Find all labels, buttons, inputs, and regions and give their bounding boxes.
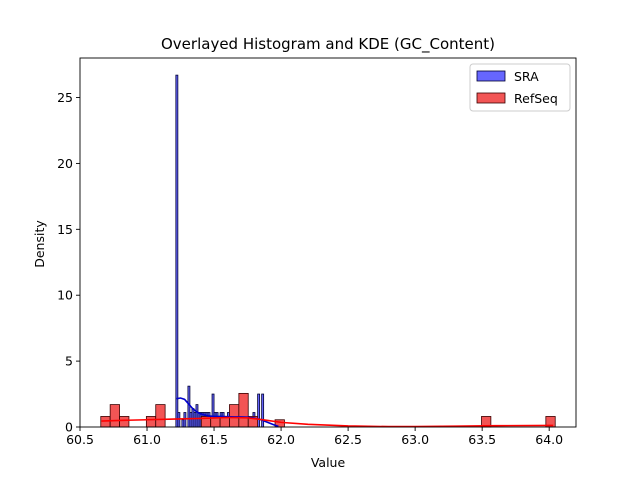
refseq-bar-3 bbox=[145, 416, 157, 428]
series-refseq bbox=[100, 392, 556, 428]
chart-title: Overlayed Histogram and KDE (GC_Content) bbox=[161, 35, 495, 54]
y-tick-label: 0 bbox=[65, 420, 73, 435]
refseq-bar-1 bbox=[109, 404, 120, 428]
legend-swatch-sra bbox=[476, 70, 506, 82]
y-tick-label: 10 bbox=[57, 288, 73, 303]
refseq-bar-2 bbox=[119, 416, 130, 428]
legend-label-refseq: RefSeq bbox=[514, 91, 558, 106]
legend-swatch-refseq bbox=[476, 92, 506, 104]
refseq-bar-9 bbox=[238, 392, 249, 428]
x-tick-label: 61.5 bbox=[200, 432, 228, 447]
y-axis: 0 5 10 15 20 25 bbox=[57, 90, 80, 435]
sra-bar-0 bbox=[175, 74, 179, 428]
plot-area bbox=[79, 57, 577, 428]
x-tick-label: 62.5 bbox=[334, 432, 362, 447]
x-tick-label: 60.5 bbox=[66, 432, 94, 447]
x-tick-label: 63.5 bbox=[468, 432, 496, 447]
sra-bar-27 bbox=[261, 393, 265, 428]
sra-bar-3 bbox=[183, 412, 187, 428]
x-axis-label: Value bbox=[311, 455, 346, 470]
refseq-bar-8 bbox=[229, 404, 240, 428]
y-axis-label: Density bbox=[32, 220, 47, 268]
y-tick-label: 15 bbox=[57, 222, 73, 237]
x-tick-label: 61.0 bbox=[133, 432, 161, 447]
x-tick-label: 63.0 bbox=[401, 432, 429, 447]
y-tick-label: 20 bbox=[57, 156, 73, 171]
y-tick-label: 5 bbox=[65, 354, 73, 369]
legend: SRA RefSeq bbox=[469, 63, 571, 112]
y-tick-label: 25 bbox=[57, 90, 73, 105]
legend-label-sra: SRA bbox=[514, 69, 539, 84]
plot-frame bbox=[79, 57, 577, 428]
refseq-kde-line bbox=[101, 416, 554, 428]
x-axis: 60.5 61.0 61.5 62.0 62.5 63.0 63.5 64.0 bbox=[66, 427, 563, 447]
x-tick-label: 62.0 bbox=[267, 432, 295, 447]
refseq-bar-4 bbox=[155, 404, 166, 428]
x-tick-label: 64.0 bbox=[535, 432, 563, 447]
